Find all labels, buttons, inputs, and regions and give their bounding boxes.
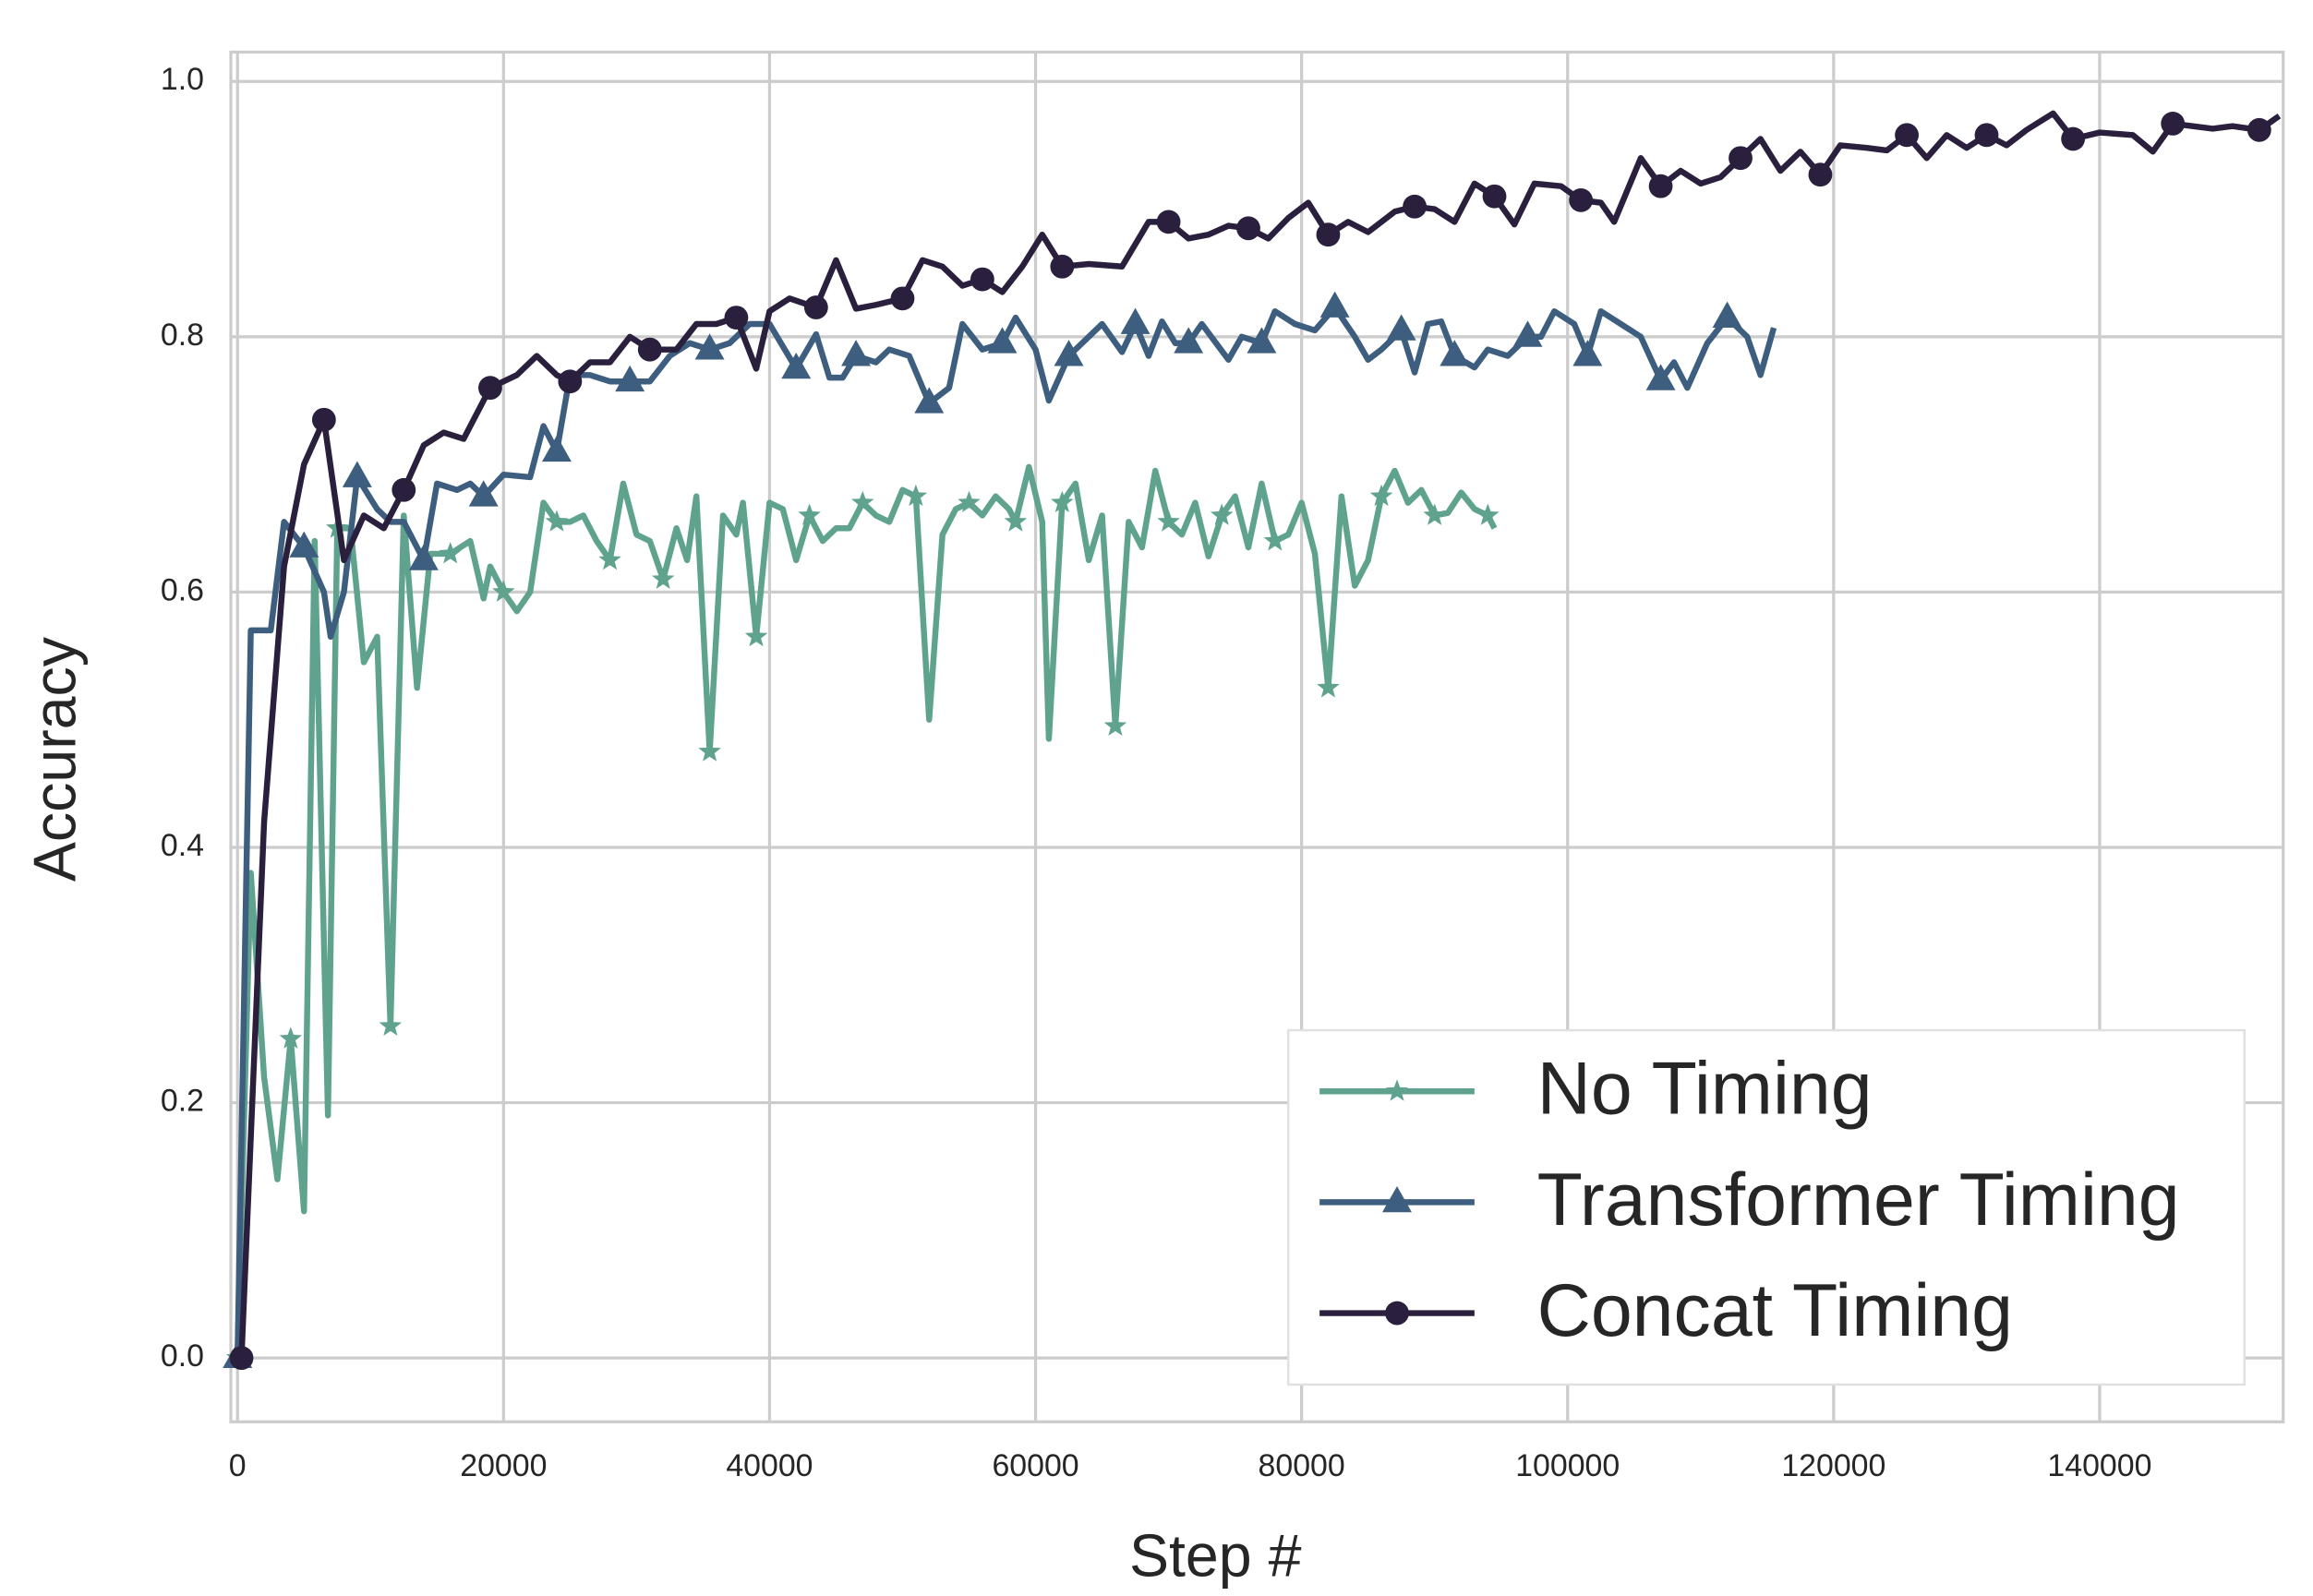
point-marker [1247,327,1277,354]
point-marker [987,327,1018,354]
point-marker [1648,174,1673,198]
point-marker [379,1014,403,1037]
point-marker [970,267,994,292]
point-marker [1729,146,1753,171]
point-marker [1712,301,1742,328]
point-marker [2061,126,2086,151]
point-marker [1808,162,1833,187]
point-marker [615,365,645,392]
x-tick-label: 120000 [1781,1448,1885,1483]
point-marker [803,295,828,319]
point-marker [408,544,439,570]
point-marker [1210,503,1234,525]
point-marker [1103,714,1127,737]
y-tick-label: 0.0 [161,1338,204,1374]
point-marker [651,567,675,590]
point-marker [724,306,749,330]
point-marker [1236,216,1260,241]
point-marker [1369,484,1393,507]
point-marker [850,490,874,513]
x-axis-label: Step # [1129,1522,1302,1589]
point-marker [1974,123,1999,148]
point-marker [1403,194,1427,219]
point-marker [1174,327,1204,354]
point-marker [904,484,928,507]
legend-label: Transformer Timing [1537,1158,2180,1242]
point-marker [342,461,372,487]
series [229,110,2282,1371]
point-marker [478,376,502,401]
point-marker [698,739,721,762]
point-marker [1482,184,1507,209]
point-marker [598,547,621,570]
point-marker [890,286,915,311]
point-marker [279,1026,303,1049]
legend-label: Concat Timing [1537,1269,2013,1352]
legend-marker [1382,1185,1412,1213]
y-tick-label: 0.8 [161,318,204,353]
point-marker [914,387,945,414]
point-marker [1004,510,1028,532]
point-marker [541,435,572,462]
point-marker [545,510,569,532]
point-marker [229,1346,254,1371]
x-tick-label: 100000 [1515,1448,1620,1483]
x-tick-label: 0 [229,1448,247,1483]
point-marker [468,480,499,507]
point-marker [841,340,872,366]
point-marker [2247,117,2271,142]
point-marker [558,369,583,394]
point-marker [1316,222,1341,247]
legend-label: No Timing [1537,1048,1873,1131]
point-marker [1572,340,1603,366]
point-marker [637,337,662,362]
point-marker [1051,490,1074,513]
point-marker [1476,503,1500,525]
x-tick-label: 140000 [2047,1448,2151,1483]
point-marker [958,490,981,513]
point-marker [1157,510,1180,532]
x-tick-label: 80000 [1259,1448,1345,1483]
point-marker [392,477,416,502]
legend-marker [1385,1301,1409,1326]
point-marker [311,407,336,432]
point-marker [1319,291,1350,318]
point-marker [1386,314,1416,341]
plot-frame [229,50,2285,1423]
point-marker [781,352,812,379]
point-marker [694,333,725,360]
y-tick-label: 0.2 [161,1084,204,1119]
point-marker [1645,364,1676,390]
point-marker [1120,307,1150,334]
point-marker [1263,529,1287,551]
point-marker [1512,320,1543,347]
point-marker [798,503,821,525]
legend-marker [1385,1079,1409,1101]
point-marker [1050,254,1075,279]
y-tick-label: 0.6 [161,572,204,607]
legend: No Timing Transformer Timing Concat Timing [1287,1028,2247,1386]
y-axis-label: Accuracy [22,636,89,882]
point-marker [439,542,462,564]
point-marker [744,624,768,647]
y-tick-label: 0.4 [161,828,204,863]
x-tick-label: 20000 [460,1448,547,1483]
point-marker [492,580,515,602]
point-marker [1317,676,1340,698]
point-marker [1440,340,1470,366]
point-marker [1569,187,1594,212]
y-tick-label: 1.0 [161,62,204,97]
point-marker [1054,340,1084,366]
x-tick-label: 40000 [726,1448,813,1483]
x-tick-label: 60000 [992,1448,1078,1483]
point-marker [2161,111,2186,136]
point-marker [1895,123,1919,148]
point-marker [289,531,319,558]
point-marker [1423,503,1446,525]
point-marker [1156,210,1181,234]
